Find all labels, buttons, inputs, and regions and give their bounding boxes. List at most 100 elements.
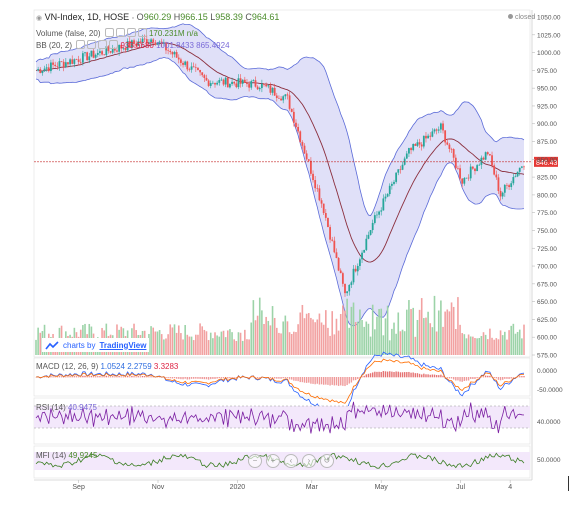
scroll-right-icon[interactable]: › [302, 454, 316, 468]
settings-gear-icon[interactable] [115, 28, 125, 37]
macd-histogram-bar [131, 375, 133, 378]
volume-bar [152, 327, 155, 355]
volume-bar [177, 325, 180, 355]
macd-histogram-bar [116, 376, 118, 378]
eye-icon[interactable]: ◉ [36, 15, 43, 22]
macd-histogram-bar [474, 377, 476, 380]
volume-bar [222, 330, 225, 355]
macd-histogram-bar [399, 372, 402, 378]
macd-histogram-bar [386, 371, 389, 378]
candle-body [148, 42, 150, 44]
macd-histogram-bar [423, 373, 425, 378]
macd-histogram-bar [425, 374, 427, 378]
macd-histogram-bar [314, 377, 316, 385]
volume-bar [414, 336, 417, 355]
volume-bar [484, 334, 487, 355]
volume-bar [510, 325, 513, 355]
macd-histogram-bar [80, 376, 82, 378]
more-icon[interactable] [137, 28, 147, 37]
macd-histogram-bar [442, 375, 444, 378]
zoom-in-icon[interactable]: + [266, 454, 280, 468]
close-icon[interactable] [98, 40, 108, 49]
settings-icon[interactable]: ▫ [131, 15, 135, 22]
candle-body [376, 214, 378, 216]
macd-histogram-bar [43, 376, 46, 378]
volume-bar [472, 336, 474, 355]
candle-body [269, 85, 272, 93]
settings-gear-icon[interactable] [87, 40, 97, 49]
rsi-legend[interactable]: RSI (14) 40.9475 [36, 403, 97, 412]
text-cursor [568, 476, 569, 491]
volume-bar [405, 309, 408, 355]
eye-toggle-icon[interactable] [76, 40, 86, 49]
candle-body [214, 82, 216, 85]
candle-body [197, 67, 199, 70]
candle-body [397, 169, 400, 173]
time-tick-label: Sep [72, 484, 85, 491]
candle-body [81, 53, 84, 63]
candle-body [248, 84, 251, 88]
chart-nav-controls[interactable]: − + ‹ › ↺ [248, 454, 334, 468]
macd-histogram-bar [288, 377, 291, 380]
volume-bar [504, 331, 506, 355]
volume-bar [226, 330, 229, 355]
candle-body [523, 166, 525, 168]
candle-body [175, 52, 178, 58]
macd-histogram-bar [301, 377, 304, 383]
candle-body [286, 94, 289, 96]
volume-bar [269, 325, 272, 355]
macd-histogram-bar [305, 377, 308, 383]
volume-bar [301, 304, 304, 355]
macd-histogram-bar [448, 377, 451, 379]
candle-body [454, 157, 457, 169]
zoom-out-icon[interactable]: − [248, 454, 262, 468]
reset-icon[interactable]: ↺ [320, 454, 334, 468]
candle-body [361, 252, 363, 260]
candle-body [499, 190, 502, 197]
price-tick-label: 900.00 [537, 121, 557, 128]
candle-body [461, 178, 464, 184]
time-tick-label: 2020 [230, 484, 246, 491]
macd-histogram-bar [395, 371, 397, 378]
volume-bar [339, 313, 342, 355]
candle-body [303, 145, 306, 154]
candle-body [154, 42, 157, 45]
candle-body [422, 135, 425, 147]
more-icon[interactable] [109, 40, 119, 49]
volume-bar [327, 327, 329, 355]
volume-bar [469, 336, 472, 355]
volume-bar [376, 316, 378, 355]
macd-histogram-bar [342, 377, 344, 386]
macd-histogram-bar [282, 377, 284, 379]
candle-body [92, 50, 95, 58]
candle-body [452, 149, 455, 158]
candle-body [382, 198, 385, 211]
volume-bar [167, 334, 169, 355]
volume-bar [237, 332, 240, 355]
candle-body [128, 41, 131, 48]
macd-histogram-bar [242, 376, 244, 378]
bb-legend[interactable]: BB (20, 2) 933.6680 1001.8433 865.4924 [36, 40, 230, 50]
volume-bar [388, 340, 391, 355]
tradingview-link[interactable]: TradingView [99, 340, 147, 350]
rsi-line [35, 401, 525, 434]
candle-body [290, 108, 293, 112]
macd-legend[interactable]: MACD (12, 26, 9) 1.0524 2.2759 3.3283 [36, 362, 179, 371]
volume-legend[interactable]: Volume (false, 20) 170.231M n/a [36, 28, 198, 38]
tradingview-branding[interactable]: charts by TradingView [42, 338, 150, 352]
candle-body [465, 177, 468, 179]
eye-toggle-icon[interactable] [104, 28, 114, 37]
high-value: 966.15 [180, 12, 208, 22]
mfi-legend[interactable]: MFI (14) 49.9245 [36, 451, 98, 460]
close-icon[interactable] [126, 28, 136, 37]
macd-histogram-bar [276, 377, 278, 379]
candle-body [60, 61, 63, 62]
scroll-left-icon[interactable]: ‹ [284, 454, 298, 468]
volume-bar [491, 337, 493, 355]
candle-body [312, 173, 314, 181]
macd-histogram-bar [310, 377, 312, 384]
macd-histogram-bar [39, 377, 41, 378]
volume-bar [508, 330, 510, 355]
